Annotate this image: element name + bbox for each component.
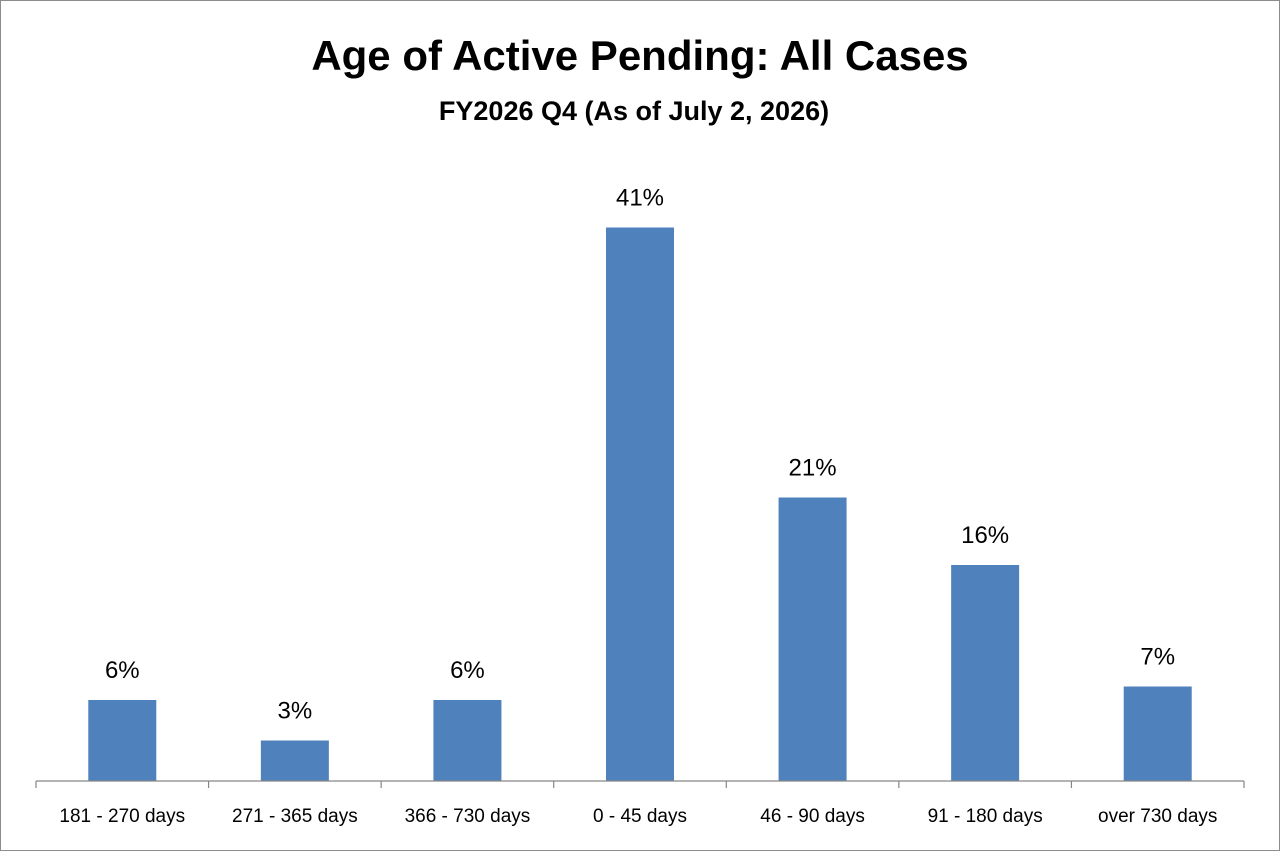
x-tick-label: 46 - 90 days [760,806,865,827]
x-tick-label: 91 - 180 days [928,806,1043,827]
x-tick-label: 271 - 365 days [232,806,358,827]
bar [1123,686,1192,781]
bar [778,497,847,781]
bar [433,700,502,781]
bar [88,700,157,781]
data-labels-group: 6% 3% 6% 41% 21% 16% 7% [105,185,1175,725]
x-tick-label: over 730 days [1098,806,1217,827]
data-label: 7% [1140,644,1175,671]
chart-title: Age of Active Pending: All Cases [311,32,969,79]
data-label: 16% [961,522,1009,549]
data-label: 6% [450,657,485,684]
bar [260,740,329,781]
data-label: 21% [789,455,837,482]
x-tick-label: 366 - 730 days [405,806,531,827]
chart-subtitle: FY2026 Q4 (As of July 2, 2026) [438,96,830,126]
bar [606,227,674,781]
x-axis [35,780,1245,788]
bar [951,565,1020,781]
data-label: 6% [105,657,140,684]
data-label: 3% [278,698,313,725]
data-label: 41% [616,185,664,212]
x-tick-labels-group: 181 - 270 days 271 - 365 days 366 - 730 da… [59,806,1217,827]
x-tick-label: 181 - 270 days [59,806,185,827]
x-tick-label: 0 - 45 days [593,806,687,827]
bars-group [88,227,1192,781]
